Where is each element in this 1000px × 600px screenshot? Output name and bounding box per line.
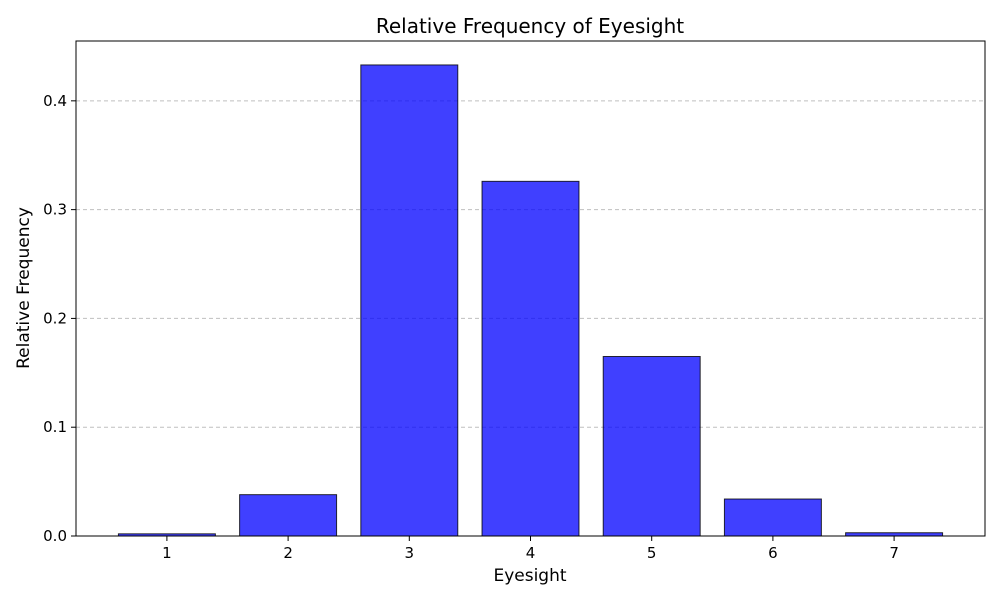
x-axis-ticks: 1 2 3 4 5 6 7 — [162, 536, 899, 562]
x-tick-label: 2 — [283, 544, 293, 562]
y-tick-label: 0.0 — [43, 527, 67, 545]
x-tick-label: 1 — [162, 544, 172, 562]
x-tick-label: 5 — [647, 544, 657, 562]
y-axis-ticks: 0.0 0.1 0.2 0.3 0.4 — [43, 92, 76, 545]
bars — [117, 64, 944, 537]
y-tick-label: 0.2 — [43, 309, 67, 327]
y-axis-label: Relative Frequency — [14, 207, 34, 369]
y-tick-label: 0.4 — [43, 92, 67, 110]
y-tick-label: 0.1 — [43, 418, 67, 436]
x-tick-label: 6 — [768, 544, 778, 562]
bar-2 — [239, 494, 338, 537]
bar-6 — [723, 498, 822, 537]
bar-4 — [481, 180, 580, 537]
x-tick-label: 4 — [526, 544, 536, 562]
chart-title: Relative Frequency of Eyesight — [376, 14, 684, 38]
x-tick-label: 7 — [889, 544, 899, 562]
y-tick-label: 0.3 — [43, 201, 67, 219]
bar-3 — [360, 64, 459, 537]
x-tick-label: 3 — [405, 544, 415, 562]
x-axis-label: Eyesight — [493, 566, 566, 586]
bar-5 — [602, 355, 701, 537]
grid-lines — [76, 100, 985, 428]
